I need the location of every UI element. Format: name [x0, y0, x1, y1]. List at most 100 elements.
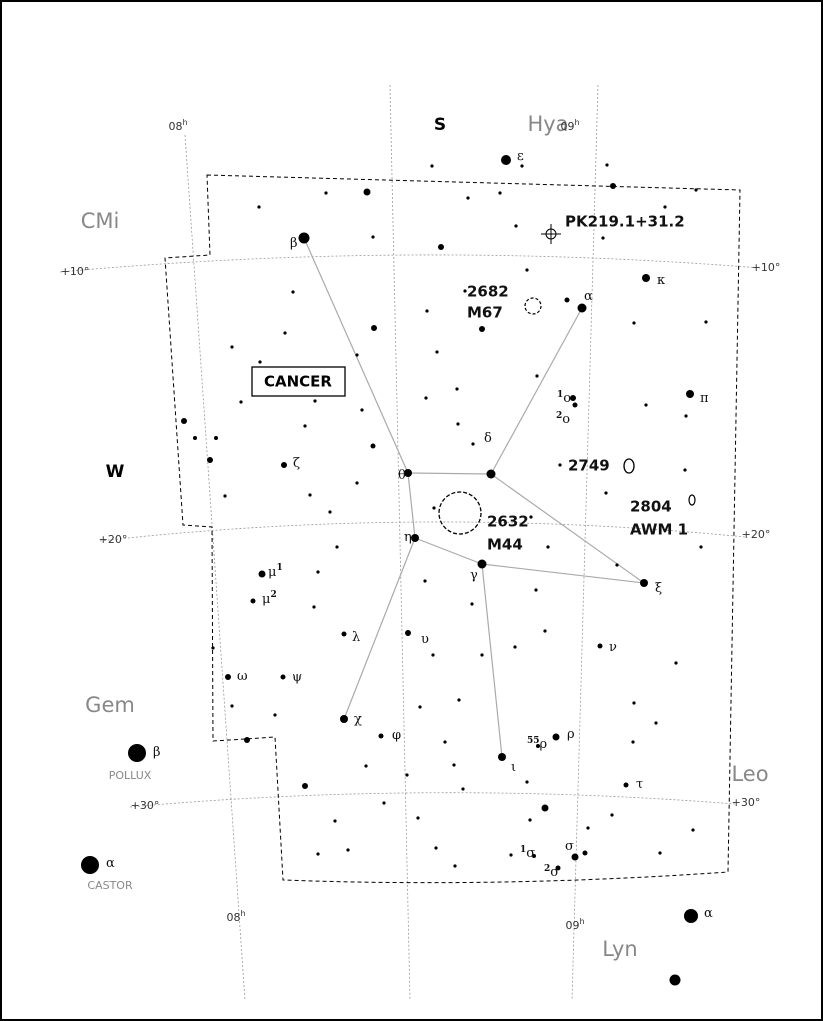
neighbor: Gem — [85, 693, 135, 717]
star — [555, 865, 561, 871]
star — [642, 274, 650, 282]
ra-line — [389, 84, 411, 1001]
star — [430, 164, 434, 168]
star-label: φ — [392, 728, 401, 743]
star — [363, 188, 371, 196]
object-label: AWM 1 — [630, 521, 688, 539]
star — [371, 325, 377, 331]
star-label: 55ρ — [527, 736, 547, 752]
star — [281, 462, 287, 468]
ra-line — [184, 134, 246, 1001]
star — [571, 853, 579, 861]
object-label: M44 — [487, 536, 523, 554]
star — [615, 563, 619, 567]
object-label: 2804 — [630, 498, 672, 516]
star — [207, 457, 213, 463]
galaxy-symbol — [688, 494, 696, 506]
asterism-lines — [303, 237, 645, 758]
star — [477, 559, 487, 569]
star — [360, 408, 364, 412]
star — [640, 579, 648, 587]
galaxy-symbol — [623, 458, 635, 474]
star — [316, 852, 320, 856]
star — [699, 545, 703, 549]
star — [404, 469, 412, 477]
dec-label: +20° — [742, 528, 771, 541]
star-name: POLLUX — [109, 769, 152, 782]
star — [456, 422, 460, 426]
star-labels: ε β α κ π 1ο 2ο δ θ ζ η γ ξ μ1 μ2 λ υ ν ω ψ χ φ ι 55ρ ρ τ 1σ 2σ σ β α α — [106, 149, 713, 921]
dec-label: +10° — [752, 261, 781, 274]
star — [370, 443, 376, 449]
star — [355, 353, 359, 357]
star — [535, 374, 539, 378]
star — [597, 643, 603, 649]
star — [418, 705, 422, 709]
star-label: τ — [636, 777, 643, 792]
direction: S — [434, 115, 446, 135]
star — [230, 345, 234, 349]
star — [466, 196, 470, 200]
star — [501, 155, 511, 165]
star-label: μ2 — [262, 590, 277, 607]
star — [463, 289, 467, 293]
object-label: 2749 — [568, 457, 610, 475]
dec-line — [129, 792, 736, 808]
star — [405, 630, 411, 636]
star — [610, 183, 616, 189]
star-label: π — [700, 391, 709, 406]
object-label: 2682 — [467, 283, 509, 301]
star-label: 1σ — [520, 845, 535, 861]
star — [341, 631, 347, 637]
neighbor: Hya — [527, 112, 568, 136]
cluster-symbol — [438, 491, 482, 535]
star — [529, 515, 533, 519]
star — [280, 674, 286, 680]
star — [382, 801, 386, 805]
star-label: β — [290, 236, 298, 251]
neighbor: Lyn — [602, 937, 638, 961]
star — [434, 846, 438, 850]
star — [303, 424, 307, 428]
neighbor: Leo — [731, 762, 768, 786]
star-label: ψ — [292, 670, 302, 685]
star-label: 2σ — [544, 864, 559, 880]
star — [298, 232, 310, 244]
star — [532, 854, 536, 858]
star — [411, 534, 419, 542]
star-label: ω — [237, 669, 248, 684]
star — [461, 787, 465, 791]
star — [346, 848, 350, 852]
star — [577, 303, 587, 313]
ra-label: 09h — [565, 917, 584, 933]
ra-line — [571, 84, 599, 1001]
star — [405, 773, 409, 777]
star — [225, 674, 231, 680]
star — [438, 244, 444, 250]
star — [674, 661, 678, 665]
star — [355, 481, 359, 485]
star — [514, 224, 518, 228]
star — [335, 545, 339, 549]
stars — [81, 155, 708, 986]
star — [684, 414, 688, 418]
star — [230, 704, 234, 708]
star — [193, 436, 197, 440]
star — [452, 763, 456, 767]
star — [632, 321, 636, 325]
object-label: PK219.1+31.2 — [565, 213, 685, 231]
star-label: α — [584, 289, 593, 304]
star — [291, 290, 295, 294]
star — [423, 579, 427, 583]
ra-label: 08h — [226, 909, 245, 925]
star — [605, 163, 609, 167]
star — [312, 605, 316, 609]
star-label: ζ — [293, 456, 300, 471]
star — [480, 653, 484, 657]
star-label: ι — [511, 760, 516, 775]
star — [435, 350, 439, 354]
star — [244, 737, 250, 743]
star — [546, 545, 550, 549]
star-label: υ — [421, 632, 429, 647]
